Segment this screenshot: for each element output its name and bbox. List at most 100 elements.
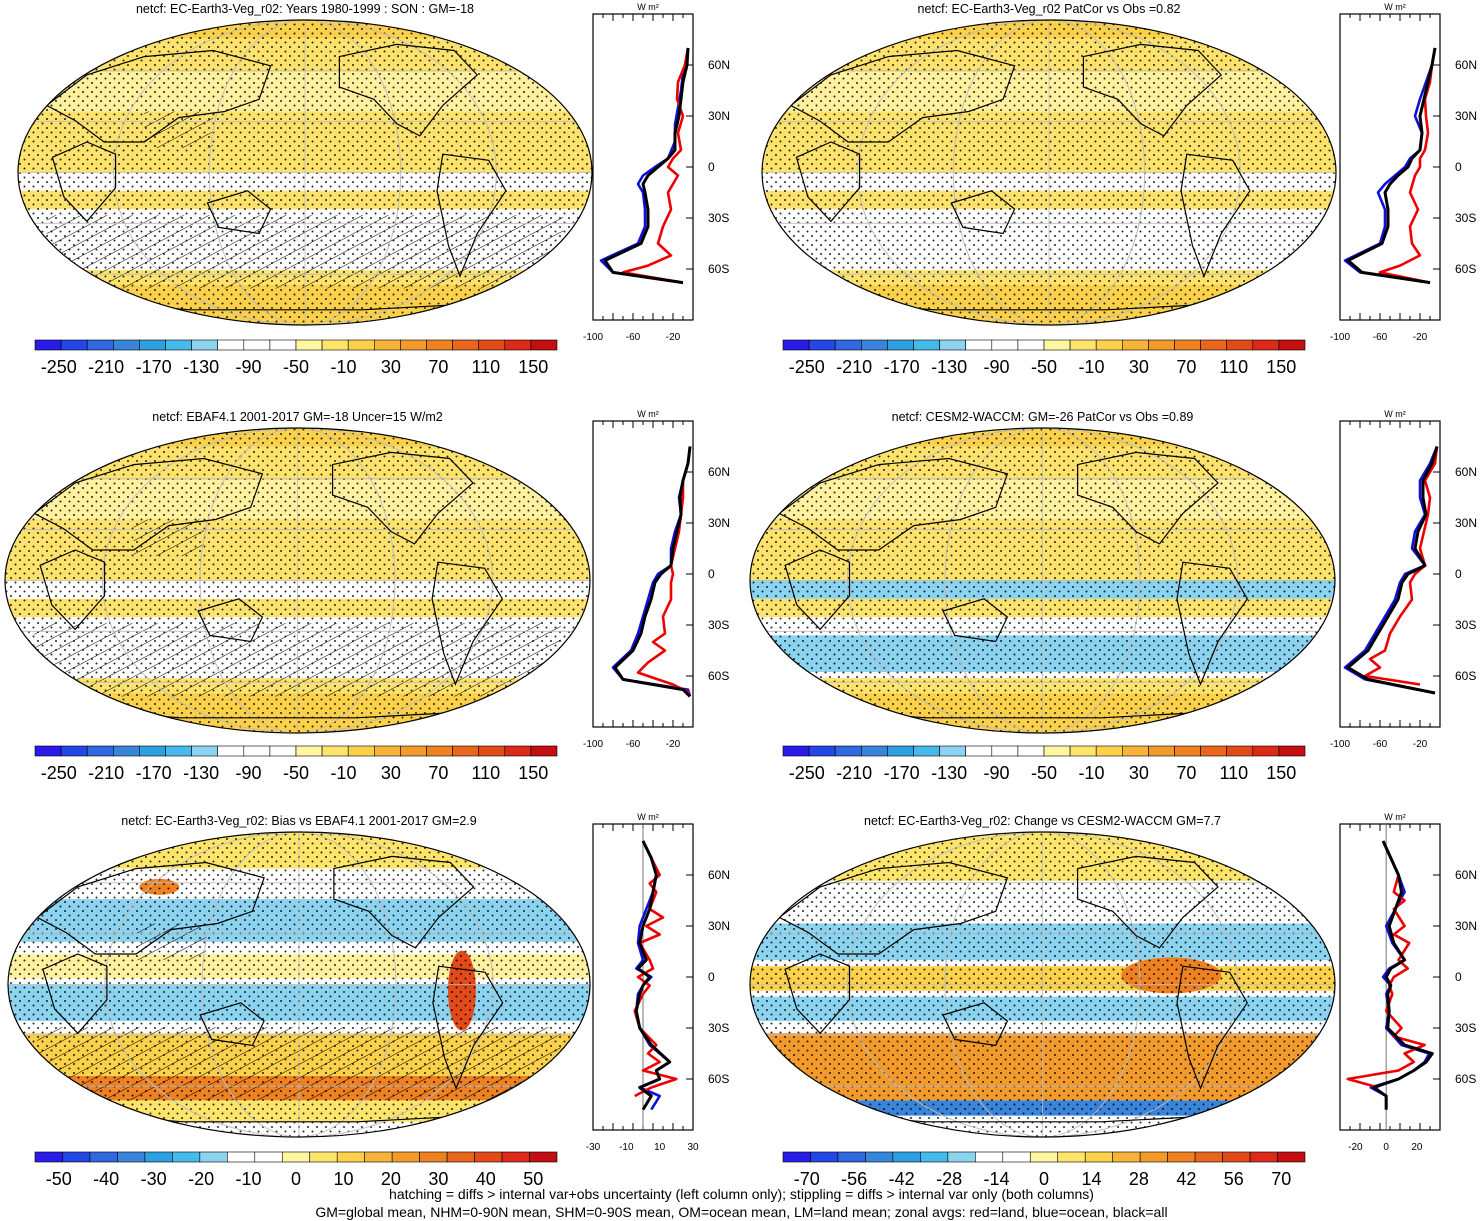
zonal-line-all [1346,446,1439,695]
colorbar-label: -170 [884,763,920,783]
colorbar-label: -250 [789,763,825,783]
graticule-line [847,428,1238,733]
colorbar-swatch [782,339,810,351]
profile-x-tick-label: -60 [1373,332,1388,343]
coastline [778,457,1009,551]
colorbar-label: -210 [88,763,124,783]
colorbar-swatch [452,745,480,757]
colorbar-swatch [504,339,532,351]
profile-x-tick-label: -10 [619,1142,634,1153]
colorbar-label: -28 [936,1169,962,1189]
graticule-line [952,20,1146,325]
colorbar-swatch [254,1151,283,1163]
graticule-line [944,832,1141,1137]
colorbar-swatch [892,1151,921,1163]
colorbar-swatch [191,745,219,757]
profile-x-tick-label: -20 [666,739,681,750]
colorbar-swatch [530,339,558,351]
colorbar-label: 70 [428,357,448,377]
colorbar-label: -170 [884,357,920,377]
colorbar-swatch [1095,745,1123,757]
colorbar-swatch [1002,1151,1031,1163]
colorbar-swatch [89,1151,118,1163]
colorbar-swatch [1200,339,1227,351]
colorbar-swatch [913,745,940,757]
colorbar-swatch [295,745,323,757]
profile-lat-label: 30S [1455,211,1476,225]
panel-title: netcf: EC-Earth3-Veg_r02: Change vs CESM… [864,814,1221,828]
colorbar-label: 70 [1176,357,1196,377]
colorbar-swatch [1148,745,1175,757]
colorbar-label: 50 [523,1169,543,1189]
colorbar-label: -50 [46,1169,72,1189]
colorbar-swatch [62,1151,91,1163]
colorbar-swatch [1139,1151,1168,1163]
colorbar-label: 70 [1176,763,1196,783]
profile-lat-label: 0 [1455,970,1462,984]
profile-lat-label: 60S [708,1072,729,1086]
colorbar-label: 30 [1129,763,1149,783]
zonal-line-ocean [1343,446,1439,695]
colorbar-swatch [295,339,323,351]
colorbar-swatch [991,745,1019,757]
profile-lat-label: 30S [708,1021,729,1035]
colorbar-swatch [217,745,245,757]
coastline [199,1002,265,1047]
coastline [431,561,504,686]
colorbar-label: -90 [984,357,1010,377]
colorbar-label: 20 [381,1169,401,1189]
colorbar-label: 110 [471,763,500,783]
coastline [784,549,851,631]
panels-layer: netcf: EC-Earth3-Veg_r02: Years 1980-199… [4,2,1477,1189]
colorbar-label: 30 [381,357,401,377]
profile-lat-label: 30S [708,618,729,632]
coastline [432,965,504,1090]
colorbar-label: -210 [836,357,872,377]
colorbar-swatch [165,339,192,351]
profile-x-tick-label: -100 [583,739,603,750]
colorbar-swatch [347,745,375,757]
colorbar-swatch [426,339,453,351]
colorbar-label: -30 [141,1169,167,1189]
profile-x-tick-label: -100 [1330,332,1350,343]
colorbar-swatch [113,339,140,351]
profile-lat-label: 0 [708,160,715,174]
colorbar-swatch [373,339,401,351]
graticule-line [199,428,396,733]
colorbar-swatch [1226,339,1254,351]
profile-frame [592,13,694,321]
profile-lat-label: 60N [708,58,730,72]
profile-lat-label: 30N [1455,109,1477,123]
coastline [206,190,272,235]
coastline [35,861,265,955]
coastline [436,153,507,278]
hatch-overlay [136,923,206,961]
colorbar-label: -50 [283,357,309,377]
colorbar-swatch [478,339,506,351]
colorbar-swatch [1122,339,1149,351]
profile-x-tick-label: -20 [1413,332,1428,343]
coastline [1176,965,1249,1090]
colorbar-label: 110 [1219,357,1248,377]
colorbar-label: 10 [333,1169,353,1189]
colorbar-label: -210 [88,357,124,377]
graticule-line [944,428,1141,733]
coastline [950,190,1016,235]
colorbar-label: -50 [283,763,309,783]
map-field [18,20,592,325]
colorbar-label: -170 [136,357,172,377]
colorbar-swatch [1017,339,1045,351]
panel-title: netcf: EC-Earth3-Veg_r02 PatCor vs Obs =… [918,2,1181,16]
colorbar-label: -250 [41,763,77,783]
colorbar-swatch [1174,745,1201,757]
profile-lat-label: 30N [1455,516,1477,530]
coastline [51,141,117,223]
profile-lat-label: 30S [1455,1021,1476,1035]
colorbar-swatch [86,745,114,757]
colorbar-swatch [474,1151,503,1163]
colorbar-label: -210 [836,763,872,783]
colorbar-swatch [1084,1151,1113,1163]
colorbar-label: 70 [1271,1169,1291,1189]
colorbar-label: -14 [984,1169,1010,1189]
colorbar-label: -50 [1031,357,1057,377]
